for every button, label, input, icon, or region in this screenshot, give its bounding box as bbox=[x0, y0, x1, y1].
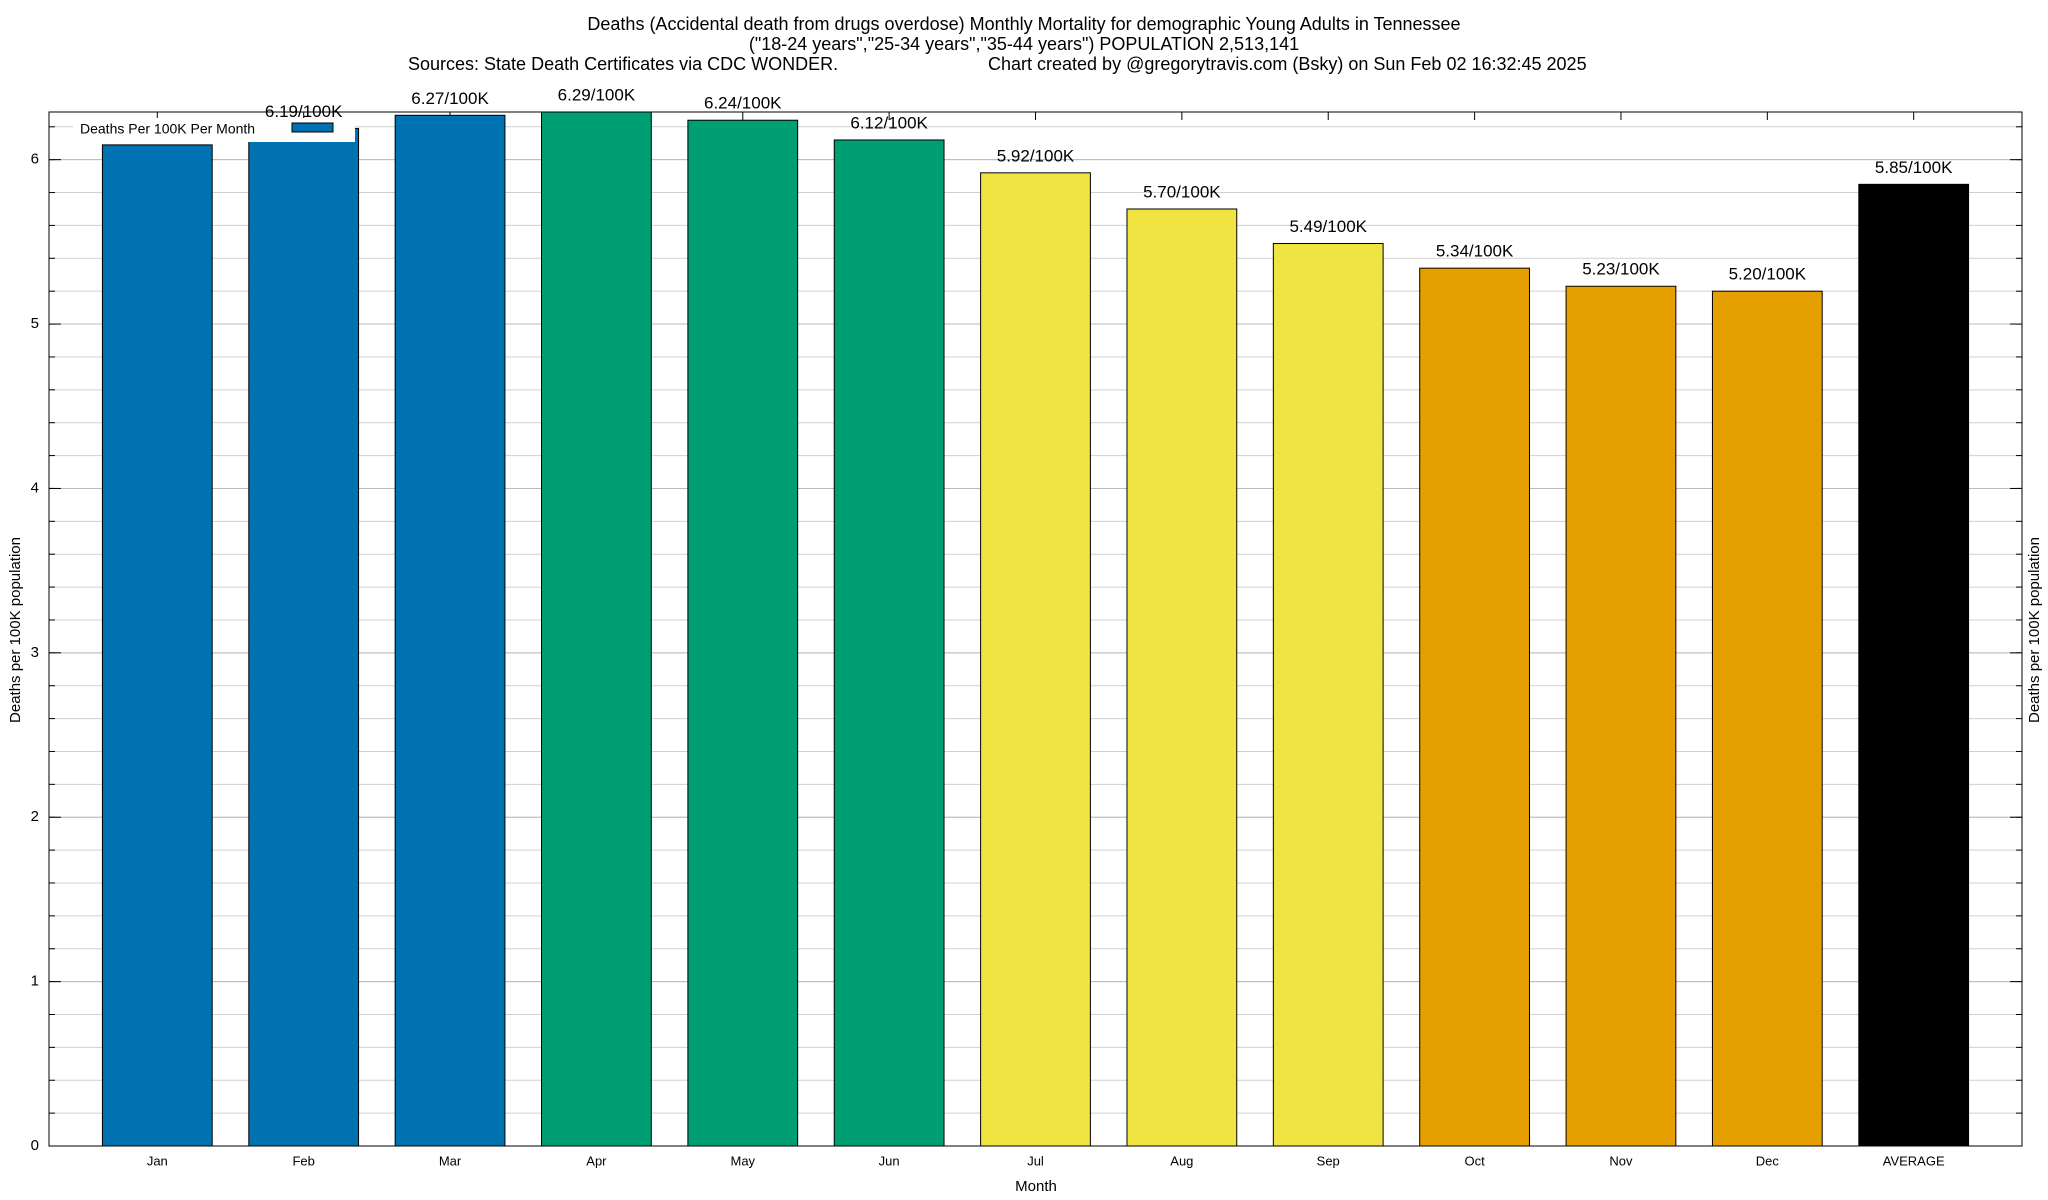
value-label: 5.85/100K bbox=[1875, 158, 1953, 177]
plot-frame bbox=[48, 111, 2023, 1147]
bar bbox=[541, 111, 652, 1147]
bar bbox=[1126, 208, 1238, 1147]
y-axis-label-right: Deaths per 100K population bbox=[2026, 537, 2043, 723]
value-label: 5.92/100K bbox=[997, 146, 1075, 165]
bar bbox=[980, 172, 1091, 1147]
x-tick-label: Jun bbox=[879, 1153, 900, 1168]
x-tick-label: May bbox=[730, 1153, 755, 1168]
value-label: 5.20/100K bbox=[1729, 265, 1807, 284]
value-label: 5.34/100K bbox=[1436, 242, 1514, 261]
bar bbox=[687, 119, 799, 1147]
chart-subtitle: ("18-24 years","25-34 years","35-44 year… bbox=[749, 34, 1299, 54]
bar bbox=[1272, 243, 1384, 1147]
y-tick-label: 2 bbox=[31, 808, 39, 825]
x-tick-label: Nov bbox=[1609, 1153, 1633, 1168]
bar bbox=[394, 114, 506, 1147]
value-label: 6.27/100K bbox=[411, 89, 489, 108]
chart-source: Sources: State Death Certificates via CD… bbox=[408, 54, 838, 74]
y-tick-label: 4 bbox=[31, 479, 39, 496]
value-label: 5.23/100K bbox=[1582, 260, 1660, 279]
value-label: 5.70/100K bbox=[1143, 182, 1221, 201]
value-label: 6.24/100K bbox=[704, 94, 782, 113]
value-label: 6.12/100K bbox=[850, 113, 928, 132]
x-tick-label: Oct bbox=[1464, 1153, 1485, 1168]
bar bbox=[833, 139, 945, 1147]
value-label: 6.19/100K bbox=[265, 102, 343, 121]
bar bbox=[1565, 285, 1677, 1147]
y-tick-label: 3 bbox=[31, 644, 39, 661]
chart-title: Deaths (Accidental death from drugs over… bbox=[587, 14, 1460, 34]
x-tick-label: Apr bbox=[586, 1153, 607, 1168]
y-tick-label: 5 bbox=[31, 315, 39, 332]
bar bbox=[1711, 290, 1823, 1147]
x-axis-label: Month bbox=[1015, 1178, 1057, 1195]
bar bbox=[1419, 267, 1530, 1147]
bar bbox=[1858, 183, 1970, 1147]
x-tick-label: Jul bbox=[1027, 1153, 1044, 1168]
legend-swatch bbox=[291, 122, 334, 133]
x-tick-label: Aug bbox=[1170, 1153, 1193, 1168]
x-tick-label: Dec bbox=[1756, 1153, 1780, 1168]
x-tick-label: Jan bbox=[147, 1153, 168, 1168]
bar bbox=[101, 144, 213, 1147]
y-tick-label: 0 bbox=[31, 1137, 39, 1154]
chart-credit: Chart created by @gregorytravis.com (Bsk… bbox=[988, 54, 1587, 74]
y-tick-label: 6 bbox=[31, 151, 39, 168]
x-tick-label: AVERAGE bbox=[1883, 1153, 1945, 1168]
y-axis-label: Deaths per 100K population bbox=[7, 537, 24, 723]
value-label: 6.29/100K bbox=[558, 85, 636, 104]
x-tick-label: Feb bbox=[292, 1153, 314, 1168]
y-tick-label: 1 bbox=[31, 973, 39, 990]
bar bbox=[248, 127, 360, 1147]
value-label: 5.49/100K bbox=[1289, 217, 1367, 236]
legend-label: Deaths Per 100K Per Month bbox=[80, 121, 255, 137]
x-tick-label: Sep bbox=[1317, 1153, 1340, 1168]
x-tick-label: Mar bbox=[439, 1153, 462, 1168]
